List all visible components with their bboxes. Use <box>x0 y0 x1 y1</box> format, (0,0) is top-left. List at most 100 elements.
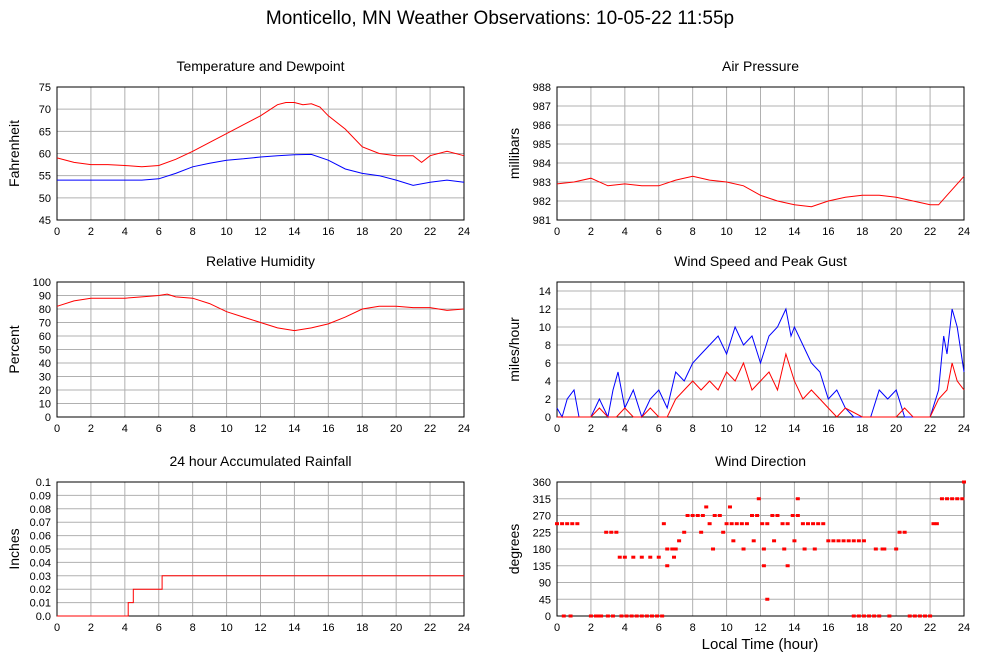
y-tick-label: 0 <box>45 412 51 424</box>
data-point <box>812 547 817 551</box>
data-point <box>594 614 599 618</box>
data-point <box>826 539 831 543</box>
data-point <box>785 522 790 526</box>
data-point <box>724 522 729 526</box>
chart-title: Wind Speed and Peak Gust <box>674 253 847 269</box>
y-tick-label: 0 <box>545 611 551 623</box>
y-tick-label: 984 <box>533 158 551 170</box>
x-tick-label: 8 <box>690 226 696 238</box>
x-tick-label: 22 <box>424 226 436 238</box>
x-tick-label: 10 <box>720 423 732 435</box>
data-point <box>962 480 966 484</box>
x-tick-label: 0 <box>554 423 560 435</box>
y-tick-label: 0.09 <box>30 490 51 502</box>
x-tick-label: 4 <box>122 226 128 238</box>
series-line-1 <box>57 575 464 617</box>
series-line-2 <box>57 153 465 186</box>
plot-frame <box>56 481 465 617</box>
data-point <box>851 614 856 618</box>
data-point <box>670 547 675 551</box>
data-point <box>568 614 573 618</box>
data-point <box>780 522 785 526</box>
x-tick-label: 24 <box>458 622 470 634</box>
data-point <box>887 614 892 618</box>
y-tick-label: 4 <box>545 376 551 388</box>
data-point <box>907 614 912 618</box>
x-tick-label: 16 <box>322 423 334 435</box>
data-point <box>682 530 687 534</box>
y-tick-label: 90 <box>39 291 51 303</box>
x-tick-label: 0 <box>54 622 60 634</box>
y-tick-label: 0.04 <box>30 557 51 569</box>
chart-title: Air Pressure <box>722 58 799 74</box>
y-tick-label: 360 <box>533 477 551 489</box>
data-point <box>699 530 704 534</box>
data-point <box>597 614 602 618</box>
x-tick-label: 12 <box>254 423 266 435</box>
plot-frame <box>556 86 965 221</box>
x-tick-label: 0 <box>554 226 560 238</box>
x-tick-label: 16 <box>822 622 834 634</box>
data-point <box>734 522 739 526</box>
data-point <box>894 547 899 551</box>
data-point <box>665 564 670 568</box>
x-tick-label: 20 <box>890 423 902 435</box>
y-tick-label: 0.05 <box>30 544 51 556</box>
y-tick-label: 985 <box>533 139 551 151</box>
x-tick-label: 16 <box>322 622 334 634</box>
data-point <box>750 514 755 517</box>
x-tick-label: 6 <box>156 622 162 634</box>
x-tick-label: 18 <box>356 622 368 634</box>
data-point <box>811 522 816 526</box>
x-tick-label: 2 <box>88 226 94 238</box>
x-tick-label: 8 <box>190 423 196 435</box>
data-point <box>570 522 575 526</box>
data-point <box>631 555 636 559</box>
data-point <box>790 514 795 517</box>
x-tick-label: 6 <box>156 226 162 238</box>
y-tick-label: 65 <box>39 126 51 138</box>
x-tick-label: 6 <box>656 423 662 435</box>
chart-title: Wind Direction <box>715 453 806 469</box>
data-point <box>649 614 654 618</box>
data-point <box>619 614 624 618</box>
data-point <box>644 614 649 618</box>
y-tick-label: 50 <box>39 193 51 205</box>
x-tick-label: 20 <box>890 622 902 634</box>
plot-frame <box>556 281 965 418</box>
data-point <box>867 614 872 618</box>
data-point <box>629 614 634 618</box>
data-point <box>665 547 670 551</box>
data-point <box>727 505 732 509</box>
data-point <box>610 614 615 618</box>
x-tick-label: 6 <box>656 622 662 634</box>
chart-title: Temperature and Dewpoint <box>176 58 344 74</box>
series-line-2 <box>557 352 965 418</box>
data-point <box>873 547 878 551</box>
data-point <box>816 522 821 526</box>
y-tick-label: 0.01 <box>30 598 51 610</box>
x-tick-label: 10 <box>720 622 732 634</box>
x-tick-label: 20 <box>890 226 902 238</box>
data-point <box>704 505 709 509</box>
data-point <box>604 530 609 534</box>
data-point <box>712 514 717 517</box>
y-tick-label: 70 <box>39 318 51 330</box>
x-tick-label: 12 <box>754 423 766 435</box>
x-tick-label: 6 <box>156 423 162 435</box>
y-tick-label: 135 <box>533 561 551 573</box>
plot-frame <box>556 481 965 617</box>
y-tick-label: 10 <box>39 399 51 411</box>
data-point <box>775 514 780 517</box>
x-tick-label: 14 <box>788 622 800 634</box>
data-point <box>700 514 705 517</box>
data-point <box>960 497 965 501</box>
series-line-1 <box>56 293 465 332</box>
x-tick-label: 8 <box>190 622 196 634</box>
chart-title: 24 hour Accumulated Rainfall <box>169 453 351 469</box>
x-tick-label: 4 <box>622 622 628 634</box>
